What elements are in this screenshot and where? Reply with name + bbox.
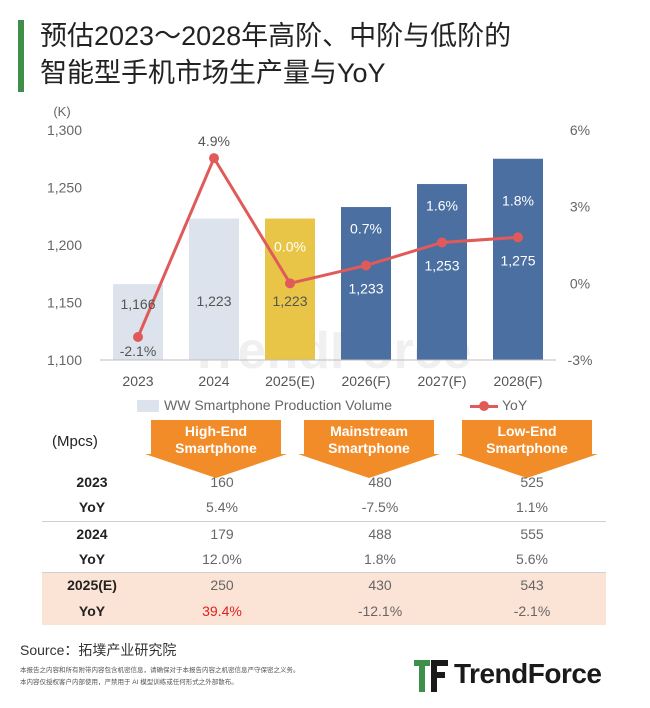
bar-2025(E) — [265, 218, 315, 360]
legend-dot-swatch — [479, 401, 489, 411]
y-left-tick-label: 1,250 — [47, 180, 82, 196]
table-row: YoY 12.0% 1.8% 5.6% — [78, 551, 548, 567]
disclaimer-line-2: 本内容仅授权客户内部使用，严禁用于 AI 模型训练或任何形式之外部散布。 — [20, 679, 238, 686]
yoy-value-label: 1.6% — [426, 197, 458, 213]
bar-2028(F) — [493, 158, 543, 360]
title-accent-bar — [18, 20, 24, 92]
x-tick-label: 2026(F) — [341, 373, 390, 389]
table-row-highlight: YoY 39.4% -12.1% -2.1% — [42, 599, 606, 625]
x-tick-label: 2023 — [122, 373, 153, 389]
header-high-end: High-End Smartphone — [145, 420, 287, 478]
yoy-value-label: 1.8% — [502, 192, 534, 208]
header-mainstream: Mainstream Smartphone — [298, 420, 440, 478]
y-left-tick-label: 1,150 — [47, 295, 82, 311]
bar-value-label: 1,223 — [196, 293, 231, 309]
source-note: Source：拓墣产业研究院 — [20, 642, 177, 658]
y-left-unit: (K) — [53, 104, 70, 119]
table-row: YoY 5.4% -7.5% 1.1% — [78, 499, 548, 515]
bar-2027(F) — [417, 184, 467, 360]
x-tick-label: 2028(F) — [493, 373, 542, 389]
y-left-tick-label: 1,300 — [47, 122, 82, 138]
title-line-1: 预估2023～2028年高阶、中阶与低阶的 — [40, 21, 512, 51]
yoy-value-label: 0.7% — [350, 220, 382, 236]
yoy-value-label: -2.1% — [120, 343, 157, 359]
y-right-tick-label: -3% — [568, 352, 593, 368]
table-row: 2024 179 488 555 — [76, 526, 544, 542]
table-row-highlight: 2025(E) 250 430 543 — [42, 573, 606, 599]
y-right-tick-label: 3% — [570, 199, 590, 215]
yoy-point-2024 — [209, 153, 219, 164]
yoy-value-label: 4.9% — [198, 133, 230, 149]
page-title: 预估2023～2028年高阶、中阶与低阶的 智能型手机市场生产量与YoY — [40, 18, 640, 92]
bar-2026(F) — [341, 207, 391, 360]
yoy-line — [136, 154, 519, 338]
yoy-point-2023 — [133, 332, 143, 342]
trendforce-logo: TrendForce — [414, 656, 634, 696]
bar-value-label: 1,166 — [120, 296, 155, 312]
yoy-point-2027(F) — [437, 237, 447, 248]
combo-chart: TrendForce(K)1,1001,1501,2001,2501,300-3… — [47, 104, 593, 389]
yoy-value-label: 0.0% — [274, 238, 306, 254]
yoy-point-2025(E) — [285, 278, 295, 289]
title-line-2: 智能型手机市场生产量与YoY — [40, 58, 386, 88]
legend-line-label: YoY — [502, 397, 528, 413]
y-left-tick-label: 1,200 — [47, 237, 82, 253]
bar-value-label: 1,275 — [500, 252, 535, 268]
table-unit: (Mpcs) — [52, 433, 98, 450]
legend-bar-swatch — [137, 400, 159, 412]
yoy-point-2028(F) — [513, 232, 523, 243]
yoy-point-2026(F) — [361, 260, 371, 271]
x-tick-label: 2025(E) — [265, 373, 315, 389]
x-tick-label: 2027(F) — [417, 373, 466, 389]
chart-legend: WW Smartphone Production Volume YoY — [0, 396, 650, 416]
y-left-tick-label: 1,100 — [47, 352, 82, 368]
x-tick-label: 2024 — [198, 373, 229, 389]
disclaimer-line-1: 本报告之内容和所有附带内容包含机密信息，请确保对于本报告内容之机密信息严守保密之… — [20, 667, 300, 674]
segment-table: (Mpcs) High-End Smartphone Mainstream Smar… — [42, 420, 606, 625]
table-divider — [42, 521, 606, 522]
trendforce-logo-icon — [414, 660, 448, 692]
bar-value-label: 1,233 — [348, 280, 383, 296]
y-right-tick-label: 6% — [570, 122, 590, 138]
header-low-end: Low-End Smartphone — [456, 420, 598, 478]
table-divider — [42, 572, 606, 573]
bar-value-label: 1,253 — [424, 257, 459, 273]
bar-value-label: 1,223 — [272, 293, 307, 309]
trendforce-logo-text: TrendForce — [454, 658, 602, 689]
table-row: 2023 160 480 525 — [76, 474, 544, 490]
y-right-tick-label: 0% — [570, 275, 590, 291]
bar-2024 — [189, 218, 239, 360]
legend-bar-label: WW Smartphone Production Volume — [164, 397, 392, 413]
